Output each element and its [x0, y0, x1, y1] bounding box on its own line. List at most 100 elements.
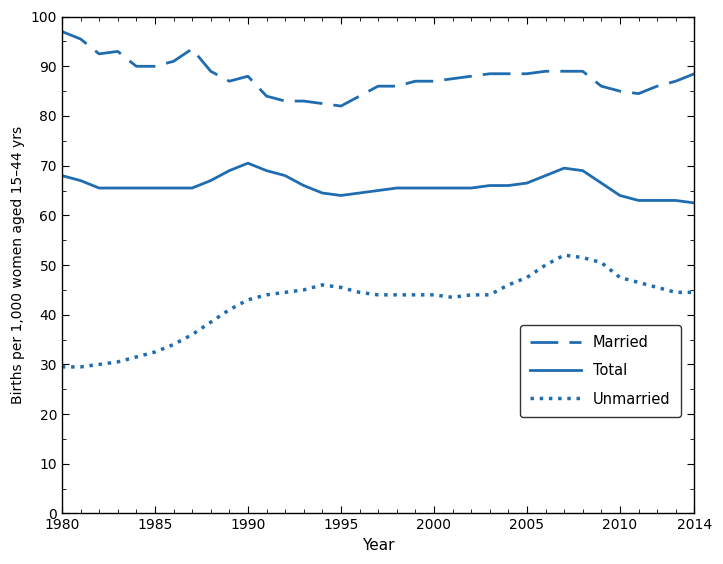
Y-axis label: Births per 1,000 women aged 15–44 yrs: Births per 1,000 women aged 15–44 yrs [11, 126, 25, 404]
Unmarried [132, 354, 141, 360]
Unmarried [653, 284, 662, 291]
Total [355, 190, 364, 196]
Married [411, 78, 419, 85]
Married [672, 78, 680, 85]
Married [690, 70, 698, 77]
Unmarried [560, 252, 568, 258]
Married [504, 70, 513, 77]
Unmarried [374, 292, 382, 298]
Line: Unmarried: Unmarried [62, 255, 694, 367]
Unmarried [188, 331, 197, 338]
Unmarried [448, 294, 457, 301]
Total [393, 184, 401, 191]
Total [653, 197, 662, 204]
Unmarried [169, 341, 178, 348]
Total [485, 182, 494, 189]
Unmarried [504, 281, 513, 288]
Unmarried [429, 292, 438, 298]
Total [337, 192, 346, 199]
Married [262, 92, 271, 99]
Total [132, 184, 141, 191]
Married [337, 103, 346, 109]
Total [299, 182, 308, 189]
Line: Married: Married [62, 32, 694, 106]
Unmarried [337, 284, 346, 291]
Married [169, 58, 178, 65]
Married [206, 68, 215, 74]
Line: Total: Total [62, 163, 694, 203]
Total [374, 187, 382, 194]
Total [281, 172, 289, 179]
Unmarried [523, 274, 531, 281]
X-axis label: Year: Year [362, 538, 394, 553]
Legend: Married, Total, Unmarried: Married, Total, Unmarried [520, 325, 681, 417]
Total [467, 184, 476, 191]
Married [188, 46, 197, 52]
Total [429, 184, 438, 191]
Married [76, 36, 85, 42]
Married [374, 83, 382, 90]
Married [615, 88, 624, 95]
Total [58, 172, 67, 179]
Married [560, 68, 568, 74]
Total [578, 168, 587, 174]
Total [504, 182, 513, 189]
Total [114, 184, 122, 191]
Unmarried [411, 292, 419, 298]
Married [653, 83, 662, 90]
Total [523, 180, 531, 187]
Unmarried [206, 319, 215, 325]
Unmarried [690, 289, 698, 296]
Married [132, 63, 141, 70]
Unmarried [485, 292, 494, 298]
Married [355, 92, 364, 99]
Total [188, 184, 197, 191]
Unmarried [244, 297, 252, 303]
Unmarried [58, 364, 67, 371]
Total [244, 160, 252, 166]
Married [58, 28, 67, 35]
Married [281, 98, 289, 104]
Total [690, 200, 698, 206]
Married [523, 70, 531, 77]
Total [206, 177, 215, 184]
Unmarried [150, 349, 159, 355]
Married [150, 63, 159, 70]
Unmarried [318, 281, 327, 288]
Unmarried [114, 359, 122, 365]
Married [485, 70, 494, 77]
Unmarried [578, 254, 587, 261]
Married [578, 68, 587, 74]
Total [262, 168, 271, 174]
Unmarried [634, 279, 643, 286]
Total [169, 184, 178, 191]
Unmarried [467, 292, 476, 298]
Total [76, 177, 85, 184]
Married [244, 73, 252, 80]
Unmarried [542, 262, 550, 268]
Married [542, 68, 550, 74]
Total [95, 184, 103, 191]
Total [411, 184, 419, 191]
Unmarried [597, 259, 606, 266]
Unmarried [225, 306, 234, 313]
Married [299, 98, 308, 104]
Total [615, 192, 624, 199]
Unmarried [262, 292, 271, 298]
Unmarried [355, 289, 364, 296]
Unmarried [76, 364, 85, 371]
Unmarried [672, 289, 680, 296]
Total [318, 190, 327, 196]
Unmarried [95, 361, 103, 368]
Total [597, 180, 606, 187]
Married [95, 51, 103, 58]
Married [448, 76, 457, 82]
Total [150, 184, 159, 191]
Total [542, 172, 550, 179]
Total [448, 184, 457, 191]
Married [318, 100, 327, 107]
Unmarried [615, 274, 624, 281]
Married [429, 78, 438, 85]
Married [114, 48, 122, 55]
Married [225, 78, 234, 85]
